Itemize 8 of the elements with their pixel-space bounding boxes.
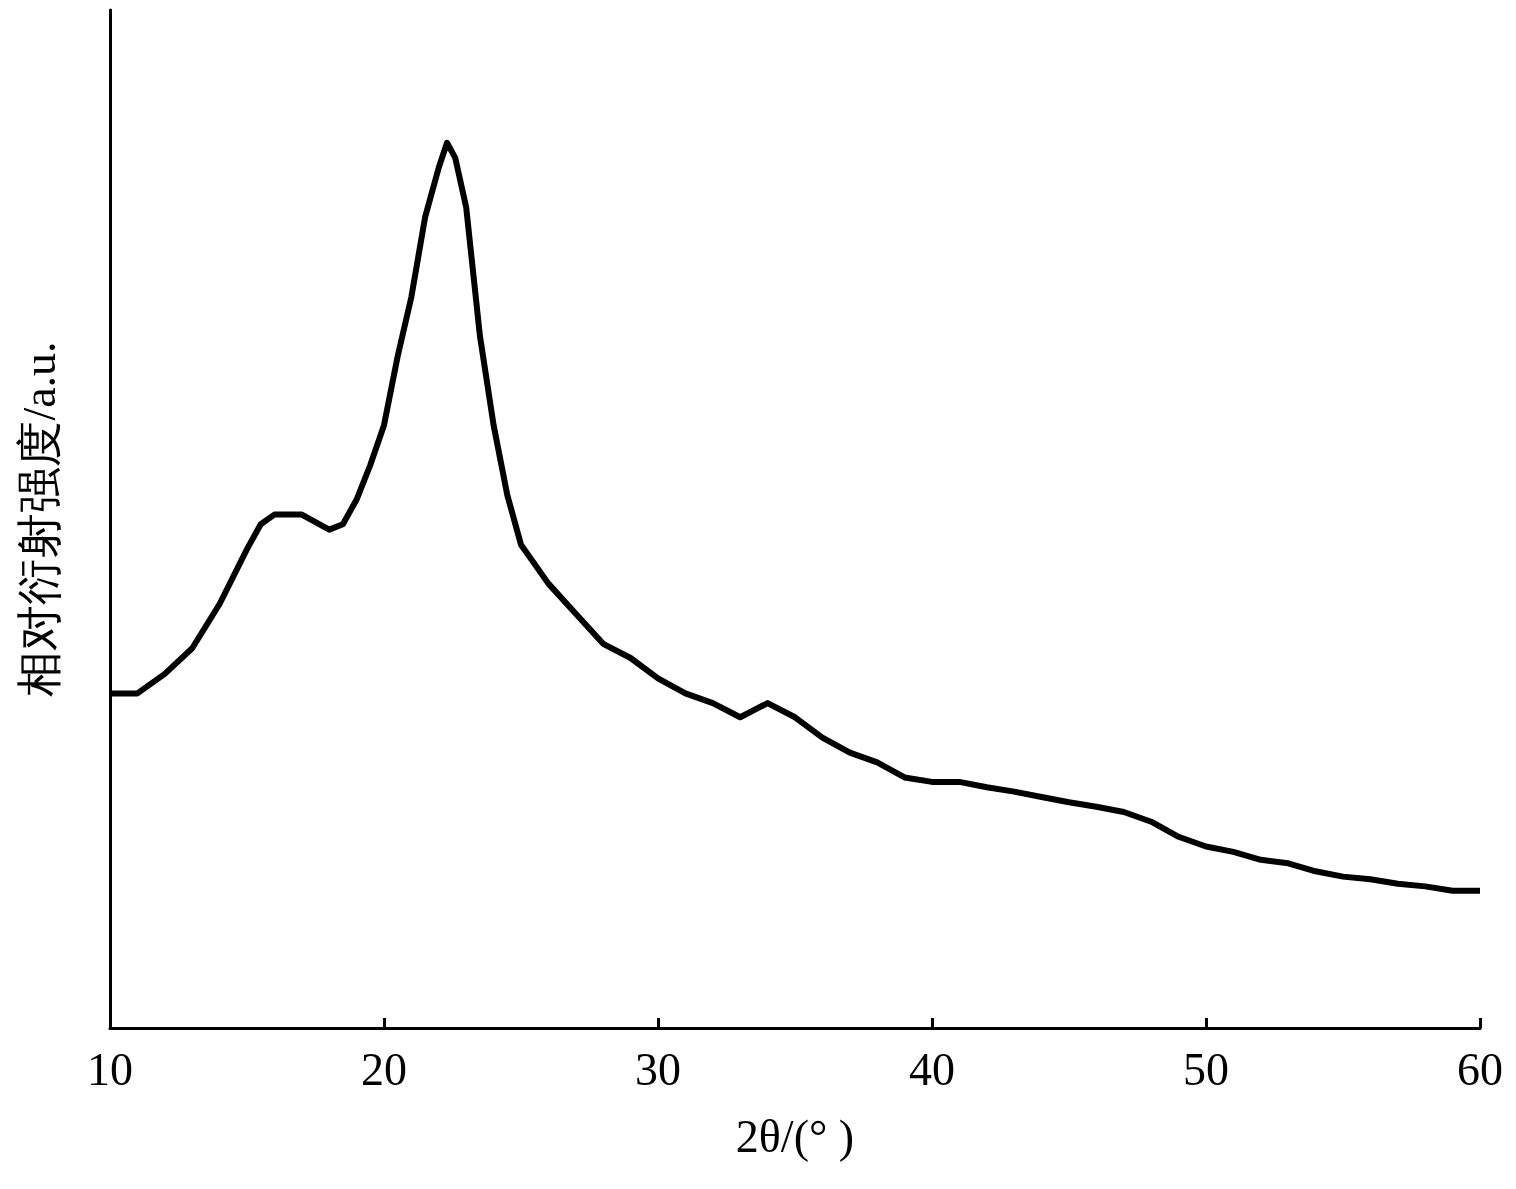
y-axis-title: 相对衍射强度/a.u. — [13, 341, 65, 697]
x-tick-label: 60 — [1457, 1043, 1503, 1095]
x-tick-label: 40 — [909, 1043, 955, 1095]
x-tick-label: 10 — [87, 1043, 133, 1095]
x-tick-label: 30 — [635, 1043, 681, 1095]
x-tick-label: 20 — [361, 1043, 407, 1095]
x-tick-label: 50 — [1183, 1043, 1229, 1095]
x-axis-title: 2θ/(° ) — [735, 1110, 855, 1162]
